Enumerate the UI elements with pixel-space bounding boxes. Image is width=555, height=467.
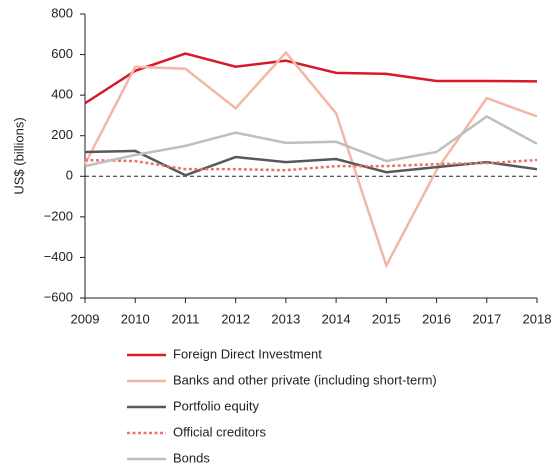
x-tick-label: 2015 [372, 311, 401, 326]
y-tick-label: 600 [51, 46, 73, 61]
legend-label: Foreign Direct Investment [173, 346, 322, 361]
legend-label: Official creditors [173, 424, 266, 439]
series-line [84, 114, 538, 168]
legend-label: Banks and other private (including short… [173, 372, 437, 387]
y-tick-label: −200 [44, 208, 73, 223]
x-tick-label: 2018 [523, 311, 552, 326]
legend-label: Portfolio equity [173, 398, 259, 413]
y-tick-label: 800 [51, 5, 73, 20]
y-axis-label: US$ (billions) [11, 117, 26, 194]
legend-label: Bonds [173, 450, 210, 465]
x-tick-label: 2013 [271, 311, 300, 326]
series-line [84, 158, 538, 172]
y-tick-label: −400 [44, 249, 73, 264]
y-tick-label: 0 [66, 168, 73, 183]
series-line [84, 149, 538, 177]
series-line [84, 52, 538, 105]
x-tick-label: 2017 [472, 311, 501, 326]
x-tick-label: 2011 [171, 311, 199, 326]
x-tick-label: 2016 [422, 311, 451, 326]
x-tick-label: 2010 [121, 311, 150, 326]
x-tick-label: 2014 [322, 311, 351, 326]
y-tick-label: 400 [51, 87, 73, 102]
x-tick-label: 2009 [71, 311, 100, 326]
y-tick-label: −600 [44, 289, 73, 304]
y-tick-label: 200 [51, 127, 73, 142]
x-tick-label: 2012 [221, 311, 250, 326]
